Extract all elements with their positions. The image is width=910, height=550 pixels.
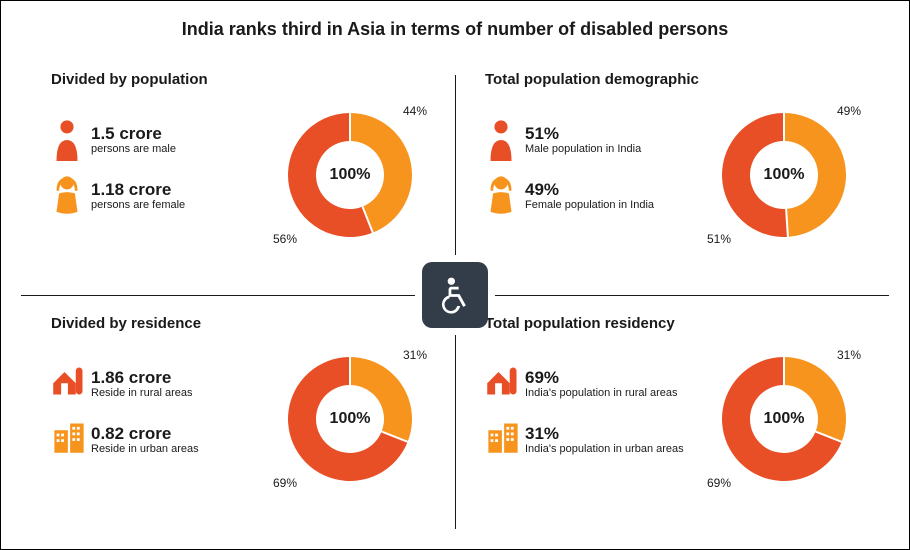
donut-slice-label: 56% xyxy=(273,232,297,246)
stat-value: 69% xyxy=(525,369,678,388)
donut-chart: 100%31%69% xyxy=(275,344,425,494)
quadrant-residency-total: Total population residency 69% India's p… xyxy=(455,295,889,529)
donut-chart: 100%44%56% xyxy=(275,100,425,250)
donut-chart: 100%31%69% xyxy=(709,344,859,494)
infographic-grid: Divided by population 1.5 crore persons … xyxy=(21,61,889,529)
donut-slice-label: 44% xyxy=(403,104,427,118)
stat-urban: 0.82 crore Reside in urban areas xyxy=(51,419,275,461)
stat-urban: 31% India's population in urban areas xyxy=(485,419,709,461)
quadrant-residence-split: Divided by residence 1.86 crore Reside i… xyxy=(21,295,455,529)
rural-icon xyxy=(51,363,83,405)
quadrant-title: Total population residency xyxy=(485,315,859,332)
stat-label: persons are female xyxy=(91,199,185,211)
stat-value: 0.82 crore xyxy=(91,425,199,444)
donut-slice-label: 69% xyxy=(707,476,731,490)
stat-label: Female population in India xyxy=(525,199,654,211)
male-icon xyxy=(51,119,83,161)
stat-label: Male population in India xyxy=(525,143,641,155)
female-icon xyxy=(51,175,83,217)
stat-label: persons are male xyxy=(91,143,176,155)
male-icon xyxy=(485,119,517,161)
stat-rural: 1.86 crore Reside in rural areas xyxy=(51,363,275,405)
stat-label: India's population in rural areas xyxy=(525,387,678,399)
stat-value: 1.86 crore xyxy=(91,369,193,388)
wheelchair-icon xyxy=(422,262,488,328)
stat-female: 49% Female population in India xyxy=(485,175,709,217)
donut-slice-label: 31% xyxy=(403,348,427,362)
urban-icon xyxy=(485,419,517,461)
stat-value: 31% xyxy=(525,425,684,444)
stat-value: 1.5 crore xyxy=(91,125,176,144)
stat-value: 51% xyxy=(525,125,641,144)
quadrant-title: Divided by population xyxy=(51,71,425,88)
quadrant-title: Total population demographic xyxy=(485,71,859,88)
stat-value: 49% xyxy=(525,181,654,200)
donut-slice-label: 49% xyxy=(837,104,861,118)
stat-rural: 69% India's population in rural areas xyxy=(485,363,709,405)
quadrant-demographic: Total population demographic 51% Male po… xyxy=(455,61,889,295)
stat-male: 1.5 crore persons are male xyxy=(51,119,275,161)
donut-slice-label: 69% xyxy=(273,476,297,490)
female-icon xyxy=(485,175,517,217)
quadrant-population-split: Divided by population 1.5 crore persons … xyxy=(21,61,455,295)
page-title: India ranks third in Asia in terms of nu… xyxy=(1,1,909,48)
rural-icon xyxy=(485,363,517,405)
stat-male: 51% Male population in India xyxy=(485,119,709,161)
stat-label: Reside in rural areas xyxy=(91,387,193,399)
donut-slice-label: 31% xyxy=(837,348,861,362)
quadrant-title: Divided by residence xyxy=(51,315,425,332)
stat-female: 1.18 crore persons are female xyxy=(51,175,275,217)
stat-value: 1.18 crore xyxy=(91,181,185,200)
stat-label: India's population in urban areas xyxy=(525,443,684,455)
donut-slice-label: 51% xyxy=(707,232,731,246)
urban-icon xyxy=(51,419,83,461)
stat-label: Reside in urban areas xyxy=(91,443,199,455)
donut-chart: 100%49%51% xyxy=(709,100,859,250)
